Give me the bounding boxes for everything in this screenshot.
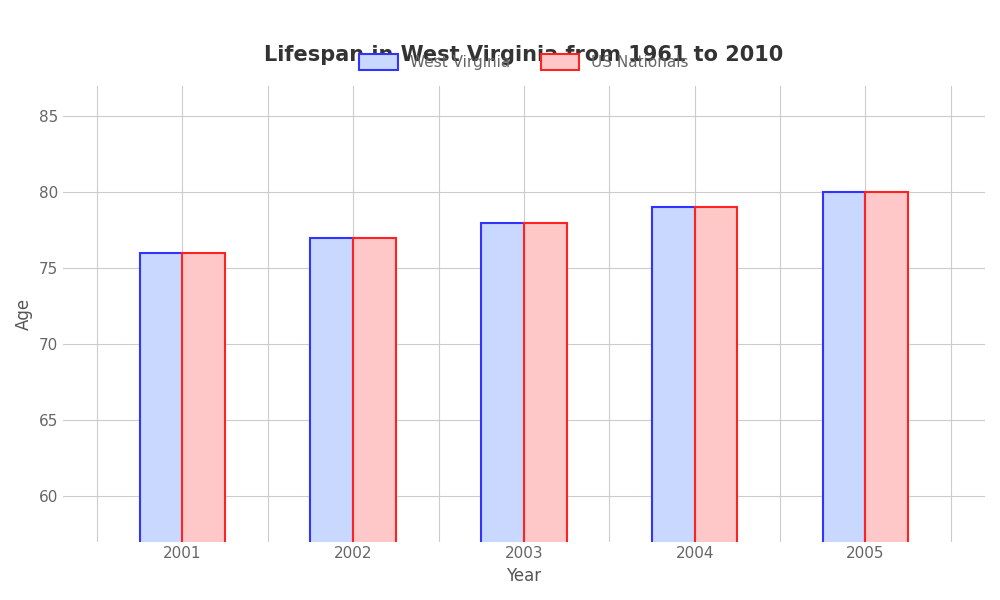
Bar	[353, 238, 396, 600]
Bar	[182, 253, 225, 600]
Bar	[865, 193, 908, 600]
Bar	[823, 193, 865, 600]
Legend: West Virginia, US Nationals: West Virginia, US Nationals	[353, 48, 695, 76]
Y-axis label: Age: Age	[15, 298, 33, 330]
Title: Lifespan in West Virginia from 1961 to 2010: Lifespan in West Virginia from 1961 to 2…	[264, 45, 784, 65]
Bar	[652, 208, 695, 600]
Bar	[524, 223, 567, 600]
Bar	[310, 238, 353, 600]
X-axis label: Year: Year	[506, 567, 541, 585]
Bar	[481, 223, 524, 600]
Bar	[140, 253, 182, 600]
Bar	[695, 208, 737, 600]
